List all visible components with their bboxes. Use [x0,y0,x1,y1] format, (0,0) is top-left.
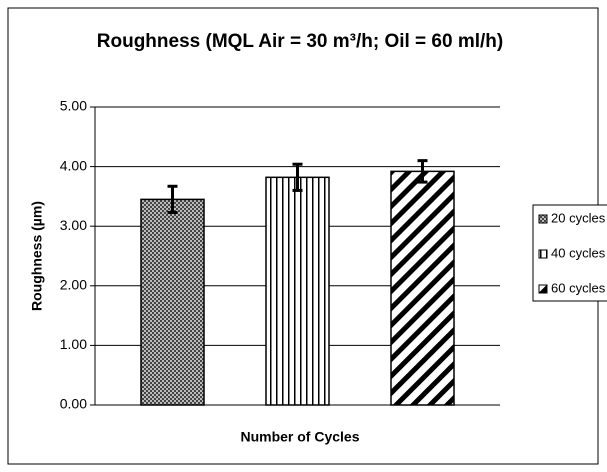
x-axis-label: Number of Cycles [240,429,359,445]
bar [140,198,205,406]
y-tick-label: 0.00 [60,396,87,412]
legend-swatch [538,249,548,259]
legend-label: 60 cycles [551,280,606,295]
legend-swatch [538,214,548,224]
chart-title: Roughness (MQL Air = 30 m³/h; Oil = 60 m… [97,31,503,52]
y-tick-label: 3.00 [60,217,87,233]
y-tick-label: 4.00 [60,157,87,173]
bar [265,176,330,406]
legend-swatch [538,284,548,294]
y-tick-label: 1.00 [60,336,87,352]
y-tick-label: 5.00 [60,98,87,114]
y-tick-label: 2.00 [60,277,87,293]
legend-label: 20 cycles [551,210,606,225]
legend-label: 40 cycles [551,245,606,260]
bar [390,170,455,406]
y-axis-label: Roughness (µm) [29,201,45,311]
